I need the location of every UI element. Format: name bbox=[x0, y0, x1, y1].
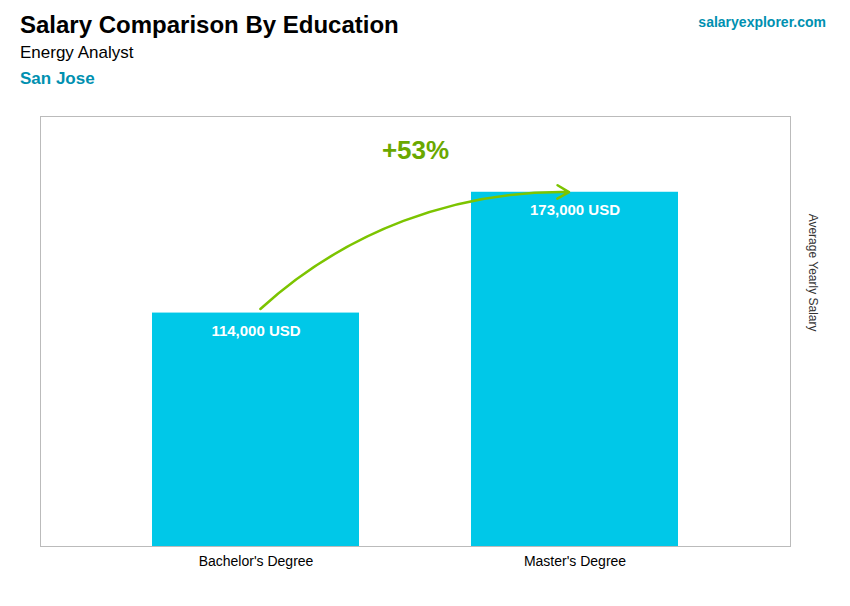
html-text:San Jose: San Jose bbox=[20, 69, 95, 88]
html-text:Salary Comparison By Education: Salary Comparison By Education bbox=[20, 11, 399, 38]
svg-text:114,000 USD: 114,000 USD bbox=[211, 322, 300, 339]
svg-text:Master's Degree: Master's Degree bbox=[524, 553, 626, 569]
html-text:Energy Analyst: Energy Analyst bbox=[20, 43, 134, 62]
svg-text:Bachelor's Degree: Bachelor's Degree bbox=[199, 553, 314, 569]
html-text:salaryexplorer.com: salaryexplorer.com bbox=[698, 14, 826, 30]
svg-text:173,000 USD: 173,000 USD bbox=[530, 201, 620, 218]
svg-text:+53%: +53% bbox=[382, 135, 449, 165]
svg-text:Average Yearly Salary: Average Yearly Salary bbox=[806, 214, 820, 332]
